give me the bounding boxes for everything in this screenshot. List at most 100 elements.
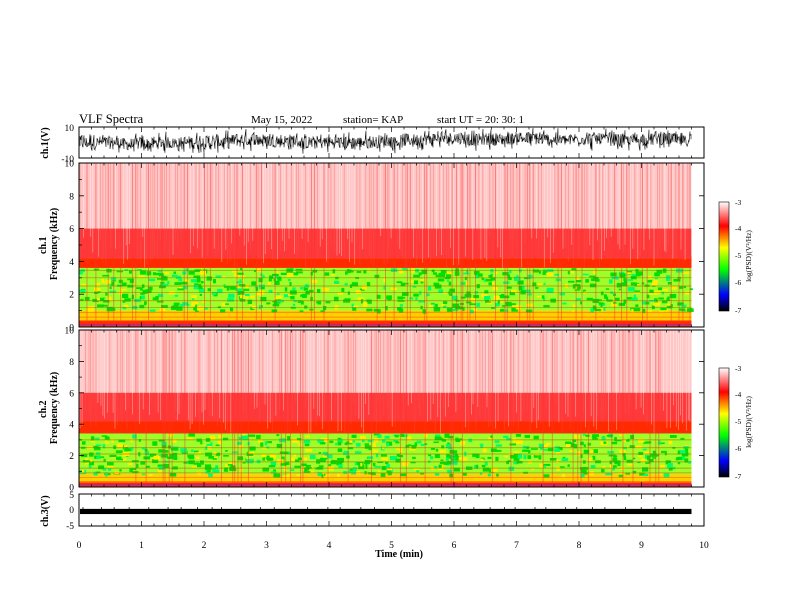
ch2-spectrogram-speckle [632,457,636,460]
ch1-spectrogram-speckle [508,270,512,274]
ch2-spectrogram-speckle [481,464,486,468]
date-label: May 15, 2022 [251,114,312,126]
ch2-spectrogram-speckle [260,442,264,447]
ch2-spectrogram-speckle [668,467,673,471]
ch2-spectrogram-speckle [675,457,679,461]
ch2-spectrogram-speckle [652,450,656,455]
ch1-spectrogram-speckle [543,282,546,285]
ch1-spectrogram-speckle [198,286,203,289]
ch1-spectrogram-speckle [683,286,687,289]
ch1-spectrogram-speckle [576,298,581,301]
ch1-spectrogram-speckle [646,294,650,299]
ch1-spectrogram-speckle [137,269,142,271]
ch2-spectrogram-speckle [354,461,359,466]
ch1-spectrogram-speckle [228,293,235,298]
ch2-spectrogram-speckle [94,446,101,451]
ch1-spectrogram-speckle [193,275,201,279]
ch2-spectrogram-speckle [609,460,612,465]
ch2-spectrogram-speckle [374,465,382,468]
ch1-spectrogram-speckle [344,283,348,286]
ch1-spectrogram-speckle [625,279,633,281]
ch1-spectrogram-speckle [619,273,626,278]
ch2-spectrogram-speckle [447,455,454,459]
ch2-spectrogram-speckle [349,438,353,444]
ch1-spectrogram-speckle [679,286,683,289]
ch1-spectrogram-speckle [356,270,362,273]
ch3-waveform-trace [80,507,692,515]
ch2-spectrogram-speckle [439,461,445,464]
ch2-spectrogram-speckle [287,436,290,441]
ch1-spectrogram-speckle [689,307,692,311]
ch1-spectrogram-speckle [268,289,273,293]
ch2-spectrogram-speckle [462,472,467,476]
time-tick-label: 4 [327,541,332,551]
ch1-spectrogram-speckle [276,293,280,295]
ch1-spectrogram-speckle [272,303,280,307]
ch2-spectrogram-speckle [614,460,621,465]
ch2-spectrogram-speckle [554,448,561,453]
ch1-spectrogram-speckle [191,279,198,283]
ch1-spectrogram-speckle [589,283,597,288]
ch2-spectrogram-speckle [494,450,499,452]
ch1-spectrogram-speckle [100,297,105,302]
ch1-spectrogram-speckle [630,282,637,286]
ch2-spectrogram-speckle [351,434,357,438]
ch2-spectrogram-speckle [590,465,596,469]
ch2-colorbar-tick-3: -5 [735,417,741,426]
ch1-spectrogram-speckle [164,272,170,275]
ch1-spectrogram-speckle [517,280,524,285]
ch2-spectrogram-speckle [658,440,661,445]
ch1-spectrogram-speckle [287,278,291,281]
ch2-spectrogram-speckle [276,443,283,449]
ch2-spectrogram-speckle [572,439,577,442]
ch2-spectrogram-speckle [657,442,665,445]
ch1-spectrogram-speckle [277,298,281,301]
ch1-spectrogram-speckle [516,274,519,278]
ch1-spectrogram-speckle [217,288,223,294]
ch2-spectrogram-speckle [358,465,365,470]
ch1-spectrogram-speckle [464,276,467,280]
ch1-spectrogram-speckle [438,272,446,278]
ch1-spectrogram-speckle [237,291,245,295]
ch2-spectrogram-speckle [157,464,164,468]
time-tick-label: 1 [139,541,144,551]
ch1-spectrogram-speckle [660,307,667,311]
ch2-spectrogram-speckle [307,470,314,474]
ch1-spectrogram-speckle [546,290,554,293]
ch2-spectrogram-speckle [569,450,575,452]
ch2-spectrogram-speckle [524,434,531,438]
ch2-spectrogram-speckle [367,456,373,459]
ch1-spectrogram-speckle [347,291,350,295]
ch2-spectrogram-speckle [88,464,92,469]
time-tick-label: 0 [77,541,82,551]
ch2-spectrogram-speckle [374,438,379,443]
ch2-spectrogram-speckle [613,457,617,459]
ch1-spectrogram-speckle [667,296,670,301]
ch2-spectrogram-speckle [543,449,548,451]
ch2-spectrogram-speckle [337,448,343,453]
ch2-spectrogram-speckle [453,467,460,472]
ch1-spectrogram-ylabel-ch: ch.1 Frequency (kHz) [38,208,60,280]
ch1-spectrogram-speckle [427,286,432,291]
ch1-spectrogram-speckle [635,269,639,273]
ch2-colorbar-tick-4: -6 [735,444,741,453]
ch1-spectrogram-speckle [204,307,208,310]
ch1-spectrogram-speckle [396,281,403,284]
ch2-spectrogram-speckle [562,473,565,478]
ch2-spectrogram-speckle [367,440,373,443]
ch2-spectrogram-speckle [204,444,212,450]
time-tick-label: 10 [699,541,709,551]
ch2-spectrogram-speckle [141,447,147,450]
ch3-ytick-top: 5 [69,491,74,501]
ch2-spectrogram-speckle [439,449,446,454]
ch1-spectrogram-speckle [101,281,105,284]
ch1-spectrogram-speckle [161,283,169,286]
ch2-spectrogram-speckle [129,468,137,473]
ch2-spectrogram-speckle [606,435,613,437]
ch2-spectrogram-speckle [123,458,127,461]
ch1-spectrogram-speckle [173,302,180,306]
ch1-spectrogram-speckle [173,271,176,274]
ch2-spectrogram-speckle [104,436,110,440]
ch1-spectrogram-speckle [186,303,190,307]
ch2-spectrogram-speckle [452,455,459,458]
